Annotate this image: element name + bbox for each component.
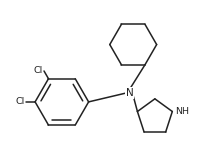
Text: N: N bbox=[126, 88, 133, 98]
Text: Cl: Cl bbox=[16, 97, 25, 106]
Text: Cl: Cl bbox=[34, 67, 43, 75]
Text: NH: NH bbox=[175, 107, 189, 116]
